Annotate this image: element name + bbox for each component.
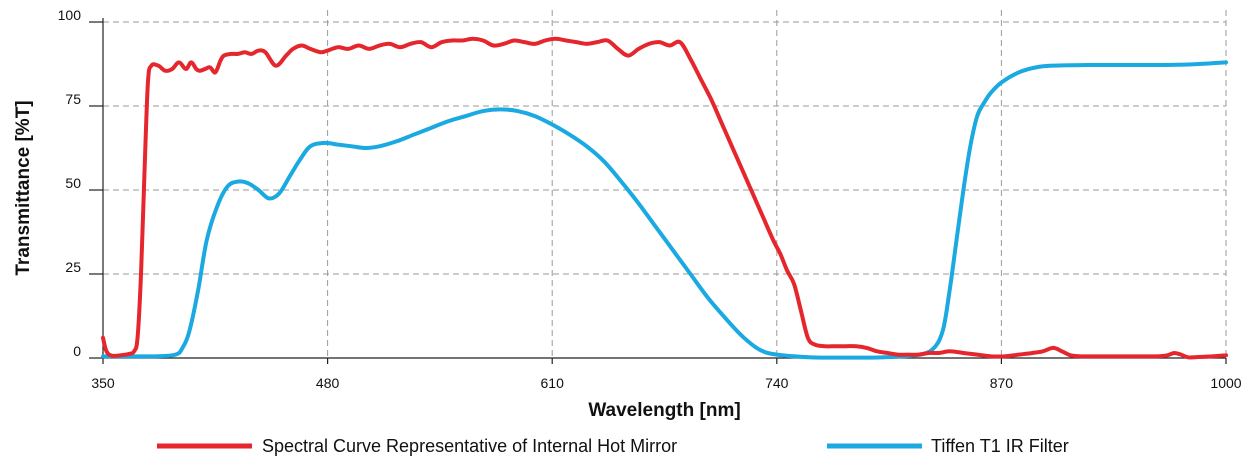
y-tick-label: 100 [58, 7, 82, 23]
series-layer [103, 39, 1226, 358]
y-tick-label: 75 [65, 91, 81, 107]
series-line-tiffen-t1 [103, 62, 1226, 357]
y-axis-title: Transmittance [%T] [13, 100, 34, 275]
y-tick-label: 50 [65, 175, 81, 191]
x-axis-title: Wavelength [nm] [588, 400, 740, 421]
legend: Spectral Curve Representative of Interna… [157, 436, 1069, 456]
legend-label-tiffen-t1: Tiffen T1 IR Filter [931, 436, 1069, 456]
x-tick-label: 610 [541, 375, 565, 391]
x-tick-label: 350 [91, 375, 115, 391]
x-tick-label: 870 [990, 375, 1014, 391]
x-tick-label: 1000 [1210, 375, 1241, 391]
x-tick-label: 740 [765, 375, 789, 391]
axes-layer [103, 18, 1226, 358]
y-tick-label: 0 [73, 343, 81, 359]
x-tick-label: 480 [316, 375, 340, 391]
y-tick-label: 25 [65, 259, 81, 275]
legend-label-hot-mirror: Spectral Curve Representative of Interna… [262, 436, 677, 456]
